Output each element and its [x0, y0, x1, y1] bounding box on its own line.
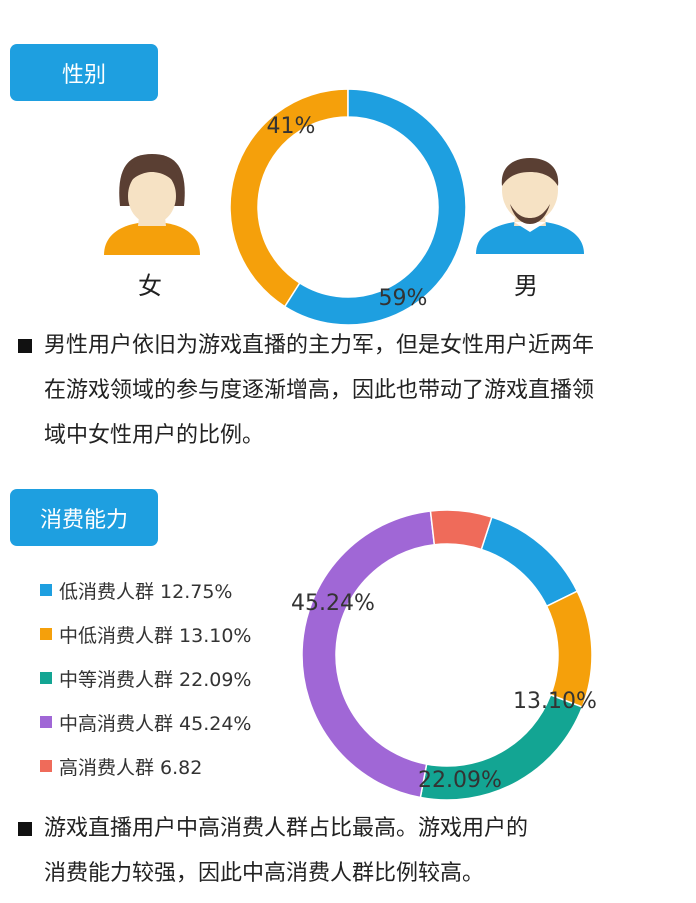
gender-description-line: 男性用户依旧为游戏直播的主力军，但是女性用户近两年	[44, 333, 595, 358]
donut-data-label: 13.10%	[513, 689, 597, 714]
legend-swatch	[40, 628, 52, 640]
legend-swatch	[40, 672, 52, 684]
donut-data-label: 22.09%	[418, 768, 502, 793]
legend-label: 高消费人群 6.82	[59, 756, 203, 779]
consumption-description: 游戏直播用户中高消费人群占比最高。游戏用户的 消费能力较强，因此中高消费人群比例…	[44, 806, 528, 896]
legend-swatch	[40, 760, 52, 772]
female-label: 女	[138, 272, 162, 300]
gender-donut-labels: 41% 59%	[267, 114, 428, 311]
male-avatar-icon	[476, 158, 584, 254]
consumption-legend: 低消费人群 12.75% 中低消费人群 13.10% 中等消费人群 22.09%…	[40, 568, 252, 788]
gender-description-line: 域中女性用户的比例。	[44, 423, 265, 448]
consumption-description-line: 游戏直播用户中高消费人群占比最高。游戏用户的	[44, 816, 529, 841]
consumption-donut-slices	[301, 509, 593, 801]
consumption-donut-labels: 13.10% 22.09% 45.24%	[291, 591, 597, 793]
legend-item: 中低消费人群 13.10%	[40, 612, 252, 656]
donut-data-label: 41%	[267, 114, 316, 139]
gender-description: 男性用户依旧为游戏直播的主力军，但是女性用户近两年 在游戏领域的参与度逐渐增高，…	[44, 323, 594, 458]
male-label: 男	[514, 272, 538, 300]
legend-swatch	[40, 584, 52, 596]
consumption-description-line: 消费能力较强，因此中高消费人群比例较高。	[44, 861, 485, 886]
square-bullet-icon	[18, 822, 32, 836]
gender-donut-slices	[229, 88, 467, 326]
legend-item: 高消费人群 6.82	[40, 744, 252, 788]
gender-description-line: 在游戏领域的参与度逐渐增高，因此也带动了游戏直播领	[44, 378, 595, 403]
female-avatar-icon	[104, 154, 200, 255]
legend-swatch	[40, 716, 52, 728]
section-title-consumption: 消费能力	[10, 489, 158, 546]
donut-slice-3	[301, 510, 436, 799]
legend-label: 中高消费人群 45.24%	[59, 712, 252, 735]
donut-slice-0	[480, 516, 579, 608]
donut-data-label: 59%	[379, 286, 428, 311]
legend-item: 低消费人群 12.75%	[40, 568, 252, 612]
legend-label: 中等消费人群 22.09%	[59, 668, 252, 691]
square-bullet-icon	[18, 339, 32, 353]
legend-item: 中等消费人群 22.09%	[40, 656, 252, 700]
legend-label: 中低消费人群 13.10%	[59, 624, 252, 647]
donut-slice-4	[429, 509, 493, 551]
donut-data-label: 45.24%	[291, 591, 375, 616]
section-title-gender: 性别	[10, 44, 158, 101]
legend-label: 低消费人群 12.75%	[59, 580, 233, 603]
legend-item: 中高消费人群 45.24%	[40, 700, 252, 744]
donut-slice-1	[283, 88, 467, 326]
